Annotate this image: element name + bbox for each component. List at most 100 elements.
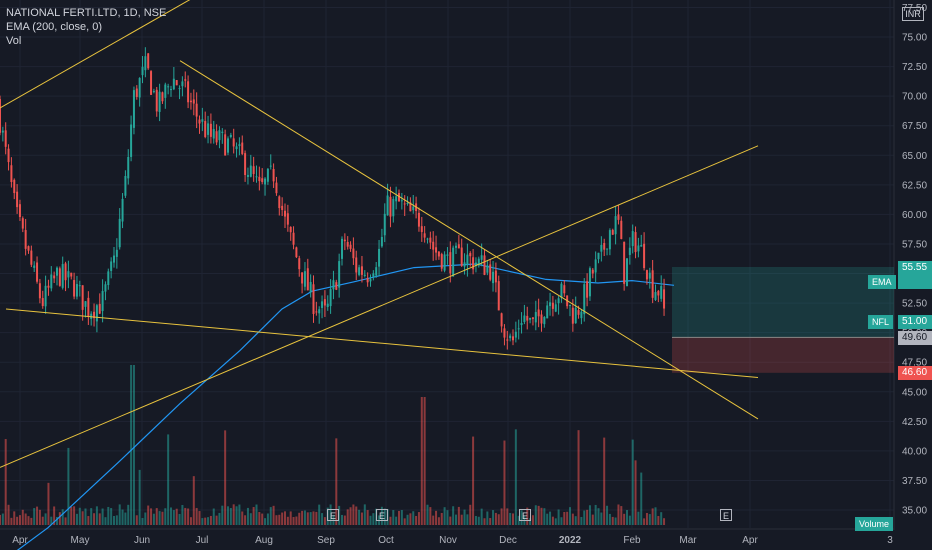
volume-bar: [207, 517, 210, 525]
volume-bar: [449, 516, 452, 525]
candle-body: [16, 191, 19, 208]
candle-body: [73, 280, 76, 297]
volume-bar: [289, 511, 292, 525]
volume-bar: [41, 516, 44, 525]
candle-body: [4, 130, 7, 147]
volume-bar: [466, 514, 469, 525]
volume-bar: [463, 509, 466, 525]
candle-body: [460, 247, 463, 266]
candle-body: [637, 245, 640, 252]
volume-bar: [663, 518, 666, 525]
trendline: [179, 60, 759, 420]
candle-body: [341, 238, 343, 259]
candle-body: [264, 178, 267, 185]
volume-bar: [457, 506, 460, 525]
volume-bar: [563, 511, 566, 525]
volume-bar: [423, 397, 426, 525]
volume-bar: [360, 512, 363, 525]
volume-bar: [483, 518, 486, 525]
candle-body: [309, 281, 312, 293]
volume-bar: [135, 515, 138, 525]
y-tick-label: 42.50: [902, 417, 927, 428]
candle-body: [98, 303, 101, 314]
candle-body: [289, 226, 292, 233]
volume-bar: [278, 514, 281, 525]
volume-bar: [189, 517, 192, 525]
volume-bar: [27, 516, 30, 525]
vol-legend[interactable]: Vol: [6, 35, 22, 47]
volume-bar: [170, 507, 172, 525]
candle-body: [201, 119, 204, 122]
earnings-marker[interactable]: E: [720, 509, 732, 521]
volume-bar: [53, 506, 56, 525]
candle-body: [614, 216, 617, 235]
candle-body: [577, 310, 580, 315]
volume-bar: [512, 513, 514, 525]
volume-bar: [318, 504, 321, 525]
volume-bar: [634, 460, 637, 525]
candle-body: [626, 258, 628, 286]
candle-body: [41, 298, 44, 307]
volume-bar: [269, 507, 272, 525]
volume-bar: [372, 513, 375, 525]
volume-bar: [566, 511, 569, 525]
earnings-marker[interactable]: E: [376, 509, 388, 521]
volume-bar: [315, 511, 318, 525]
volume-bar: [1, 513, 4, 525]
volume-bar: [78, 507, 81, 525]
volume-bar: [477, 516, 480, 525]
earnings-marker[interactable]: E: [519, 509, 531, 521]
x-tick-label: Feb: [623, 535, 641, 546]
volume-bar: [591, 514, 594, 525]
candle-body: [218, 130, 221, 141]
candle-body: [244, 153, 247, 176]
candle-body: [138, 78, 141, 98]
volume-bar: [204, 517, 207, 525]
volume-bar: [266, 513, 269, 525]
volume-bar: [600, 512, 603, 525]
candle-body: [303, 271, 306, 287]
candle-body: [452, 247, 455, 277]
candle-body: [332, 280, 335, 290]
candle-body: [423, 233, 426, 238]
volume-bar: [275, 515, 278, 525]
y-tick-label: 67.50: [902, 121, 927, 132]
ema-tag: EMA: [868, 275, 896, 289]
volume-bar: [643, 518, 646, 525]
candle-body: [352, 248, 355, 259]
currency-badge[interactable]: INR: [902, 7, 924, 21]
volume-bar: [181, 505, 184, 525]
volume-bar: [93, 513, 96, 525]
earnings-marker[interactable]: E: [327, 509, 339, 521]
volume-bar: [321, 513, 324, 525]
volume-bar: [480, 508, 483, 525]
candle-body: [258, 176, 261, 182]
candle-body: [132, 90, 135, 128]
volume-bar: [246, 507, 249, 525]
price-axis[interactable]: 35.0037.5040.0042.5045.0047.5050.0052.50…: [902, 3, 927, 517]
volume-bar: [620, 506, 623, 525]
candle-body: [386, 195, 389, 216]
x-tick-label: 2022: [559, 535, 582, 546]
grid-lines: [0, 0, 895, 530]
candle-body: [229, 134, 232, 137]
volume-bar: [571, 513, 574, 525]
candle-body: [634, 232, 637, 253]
volume-bar: [67, 447, 70, 525]
ema-legend[interactable]: EMA (200, close, 0): [6, 21, 102, 33]
symbol-title[interactable]: NATIONAL FERTI.LTD, 1D, NSE: [6, 7, 167, 19]
volume-bar: [335, 438, 338, 525]
volume-bar: [412, 511, 415, 525]
volume-bar: [474, 516, 477, 525]
candle-body: [107, 271, 110, 285]
volume-bar: [292, 517, 295, 525]
entry-price-label: 49.60: [898, 331, 932, 345]
ema-200-line: [16, 263, 675, 550]
volume-bar: [118, 504, 121, 525]
candle-body: [429, 237, 432, 243]
ema-line: [16, 263, 675, 550]
chart-legend: NATIONAL FERTI.LTD, 1D, NSE EMA (200, cl…: [6, 6, 166, 48]
time-axis[interactable]: Apr May Jun Jul Aug Sep Oct Nov Dec 2022 Feb Mar Apr…: [12, 535, 893, 546]
volume-bar: [121, 509, 124, 525]
